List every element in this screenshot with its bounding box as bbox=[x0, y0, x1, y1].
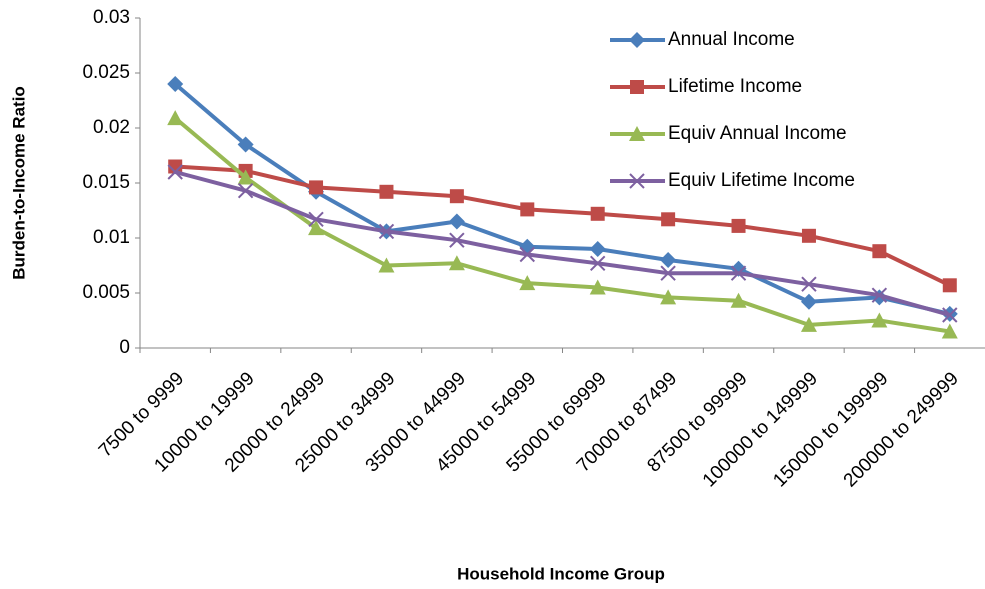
legend-label: Equiv Annual Income bbox=[668, 123, 847, 144]
data-point bbox=[379, 184, 394, 199]
series-line bbox=[173, 116, 951, 334]
data-point bbox=[309, 180, 324, 195]
series-line bbox=[175, 164, 951, 288]
y-tick-label: 0 bbox=[119, 337, 130, 358]
data-point bbox=[589, 279, 606, 295]
data-point bbox=[237, 182, 254, 199]
y-axis-title: Burden-to-Income Ratio bbox=[9, 86, 28, 280]
data-point bbox=[308, 220, 325, 236]
data-point bbox=[519, 275, 536, 291]
data-point bbox=[801, 276, 817, 292]
legend-label: Equiv Lifetime Income bbox=[668, 170, 855, 191]
data-point bbox=[661, 212, 676, 227]
data-point bbox=[378, 257, 395, 273]
data-point bbox=[660, 265, 676, 281]
data-point bbox=[378, 223, 395, 240]
data-point bbox=[167, 110, 184, 126]
data-point bbox=[731, 218, 746, 233]
legend-marker bbox=[630, 80, 644, 94]
data-point bbox=[308, 211, 324, 228]
data-point bbox=[942, 278, 957, 293]
data-point bbox=[801, 228, 816, 243]
data-point bbox=[660, 289, 677, 305]
data-point bbox=[237, 169, 254, 185]
data-point bbox=[872, 244, 887, 259]
data-point bbox=[449, 189, 464, 204]
y-tick-label: 0.03 bbox=[93, 7, 130, 28]
data-point bbox=[800, 293, 817, 310]
data-point bbox=[168, 159, 183, 174]
data-point bbox=[519, 246, 535, 263]
data-point bbox=[660, 252, 677, 268]
data-point bbox=[730, 292, 747, 308]
data-point bbox=[590, 255, 606, 272]
data-point bbox=[800, 316, 817, 332]
y-tick-label: 0.02 bbox=[93, 117, 130, 138]
y-tick-label: 0.01 bbox=[93, 227, 130, 248]
legend-label: Annual Income bbox=[668, 29, 795, 50]
legend-marker bbox=[629, 173, 645, 189]
data-point bbox=[941, 323, 958, 339]
data-point bbox=[871, 312, 888, 328]
data-point bbox=[237, 136, 254, 153]
y-tick-label: 0.025 bbox=[82, 62, 130, 83]
data-point bbox=[167, 76, 184, 92]
legend-marker bbox=[629, 32, 645, 48]
data-point bbox=[449, 232, 465, 248]
data-point bbox=[448, 255, 465, 271]
data-point bbox=[942, 307, 958, 323]
data-point bbox=[589, 241, 606, 257]
data-point bbox=[590, 206, 605, 221]
data-point bbox=[448, 213, 465, 230]
legend-label: Lifetime Income bbox=[668, 76, 802, 97]
data-point bbox=[871, 287, 888, 303]
data-point bbox=[730, 265, 747, 281]
data-point bbox=[520, 202, 535, 217]
series-line bbox=[174, 170, 951, 317]
series-line bbox=[173, 82, 951, 316]
x-axis-title: Household Income Group bbox=[457, 564, 665, 583]
data-point bbox=[167, 164, 183, 180]
legend-marker bbox=[629, 126, 645, 141]
y-tick-label: 0.015 bbox=[82, 172, 130, 193]
y-tick-label: 0.005 bbox=[82, 282, 130, 303]
